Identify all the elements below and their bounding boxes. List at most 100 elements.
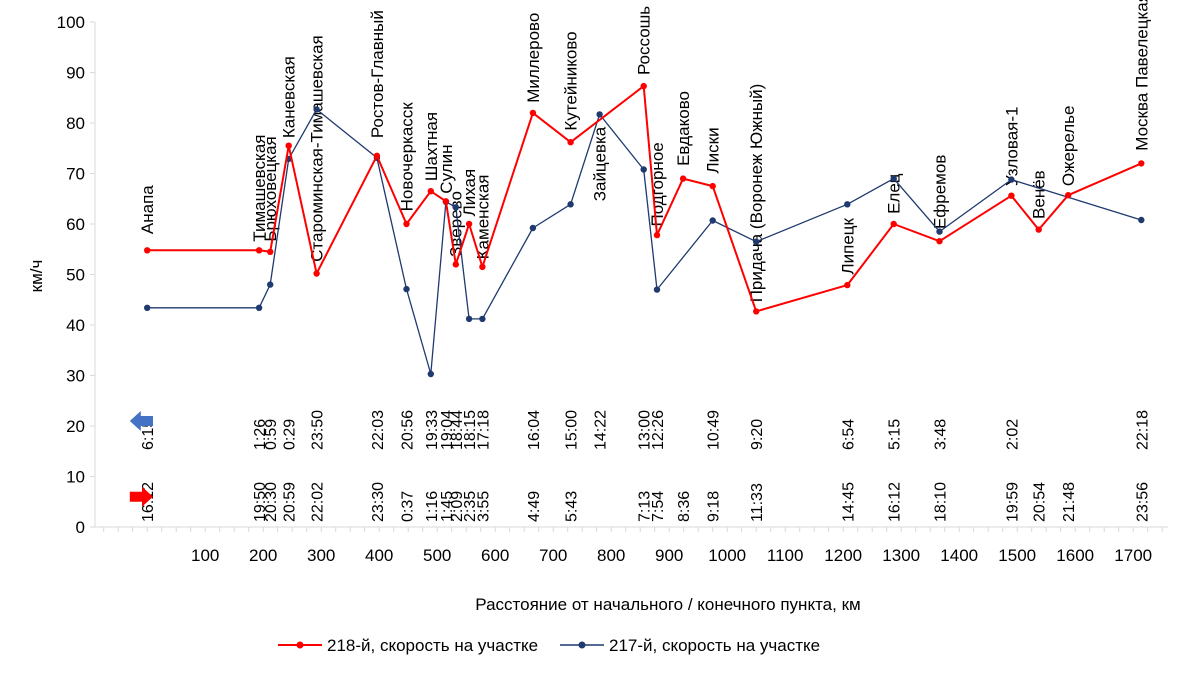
x-tick-label: 300 [307,546,335,565]
time-label-217: 19:33 [424,410,441,450]
time-label-217: 2:02 [1004,419,1021,450]
data-point-218 [403,220,410,228]
y-tick-label: 50 [66,266,85,285]
series-layer [144,82,1145,378]
data-point-218 [1065,192,1072,199]
data-point-217 [255,304,263,311]
data-point-217 [427,370,434,378]
y-tick-label: 100 [57,13,85,32]
time-label-218: 9:18 [706,491,723,522]
data-point-218 [1035,226,1042,233]
data-point-218 [452,261,459,268]
data-point-217 [479,315,486,323]
time-label-217: 16:04 [526,410,543,450]
y-tick-label: 10 [66,468,85,487]
y-tick-label: 20 [66,417,85,436]
time-label-218: 8:36 [676,491,693,522]
data-point-218 [373,152,381,159]
time-label-217: 17:18 [475,410,492,450]
station-label: Россошь [635,6,654,75]
legend-marker-218 [296,641,304,649]
data-point-217 [596,111,603,118]
time-label-217: 5:15 [887,419,904,450]
arrow-right-218-icon [129,486,153,507]
station-label: Анапа [138,185,157,234]
time-label-218: 5:43 [564,491,581,522]
data-point-217 [144,304,151,311]
x-axis-title: Расстояние от начального / конечного пун… [475,595,860,614]
arrow-left-217-icon [129,410,153,431]
station-label: Ростов-Главный [368,10,387,138]
time-label-218: 7:54 [650,491,667,522]
data-point-218 [285,142,292,149]
x-tick-label: 1200 [824,546,862,565]
station-label: Липецк [838,217,857,274]
time-label-218: 20:30 [263,482,280,522]
x-tick-label: 500 [423,546,451,565]
data-point-217 [465,315,473,323]
data-point-217 [890,175,897,182]
station-label: Лихая [460,169,479,217]
y-tick-label: 80 [66,114,85,133]
x-tick-label: 1500 [998,546,1036,565]
legend: 218-й, скорость на участке 217-й, скорос… [278,636,820,655]
x-tick-label: 600 [481,546,509,565]
time-label-217: 6:15 [140,419,157,450]
time-label-217: 13:00 [637,410,654,450]
station-label: Венёв [1030,170,1049,219]
data-point-218 [567,139,574,146]
time-label-218: 20:59 [282,482,299,522]
legend-marker-217 [578,641,586,649]
data-point-217 [653,286,661,293]
time-label-217: 3:48 [932,419,949,450]
time-label-218: 18:10 [932,482,949,522]
x-tick-label: 800 [597,546,625,565]
data-point-218 [653,231,661,239]
data-point-217 [709,217,716,224]
data-point-217 [313,106,320,113]
y-tick-label: 60 [66,215,85,234]
time-label-217: 22:18 [1134,410,1151,450]
station-label: Узловая-1 [1002,106,1021,186]
station-label: Сулин [437,144,456,193]
station-label: Ефремов [930,155,949,229]
x-tick-label: 1400 [940,546,978,565]
data-point-218 [936,238,943,245]
x-tick-label: 1300 [882,546,920,565]
time-label-217: 23:50 [310,410,327,450]
station-label: Каневская [280,56,299,138]
data-point-217 [1138,216,1145,224]
time-label-218: 19:59 [1004,482,1021,522]
y-tick-label: 90 [66,64,85,83]
data-point-218 [442,198,450,205]
x-tick-label: 100 [191,546,219,565]
legend-label-217: 217-й, скорость на участке [609,636,820,655]
series-line-217 [147,108,1142,375]
x-tick-label: 700 [539,546,567,565]
time-label-218: 4:49 [526,491,543,522]
y-tick-label: 0 [76,518,85,537]
data-point-218 [640,82,647,90]
time-label-218: 23:30 [370,482,387,522]
station-label: Ожерелье [1059,105,1078,186]
data-point-217 [403,285,410,293]
time-label-218: 22:02 [310,482,327,522]
station-label: Зайцевка [591,126,610,201]
time-label-218: 19:50 [252,482,269,522]
station-label: Шахтная [422,112,441,181]
time-label-218: 16:12 [887,482,904,522]
y-axis-title: км/ч [27,260,46,293]
x-tick-label: 900 [655,546,683,565]
time-label-217: 12:26 [650,410,667,450]
station-label: Придача (Воронеж Южный) [747,84,766,303]
station-label: Москва Павелецкая [1132,0,1151,151]
time-label-218: 1:45 [439,491,456,522]
time-label-218: 7:13 [637,491,654,522]
y-tick-label: 40 [66,316,85,335]
time-label-218: 0:37 [399,491,416,522]
station-label: Елец [885,173,904,214]
data-point-218 [890,220,897,228]
time-label-218: 14:45 [840,482,857,522]
